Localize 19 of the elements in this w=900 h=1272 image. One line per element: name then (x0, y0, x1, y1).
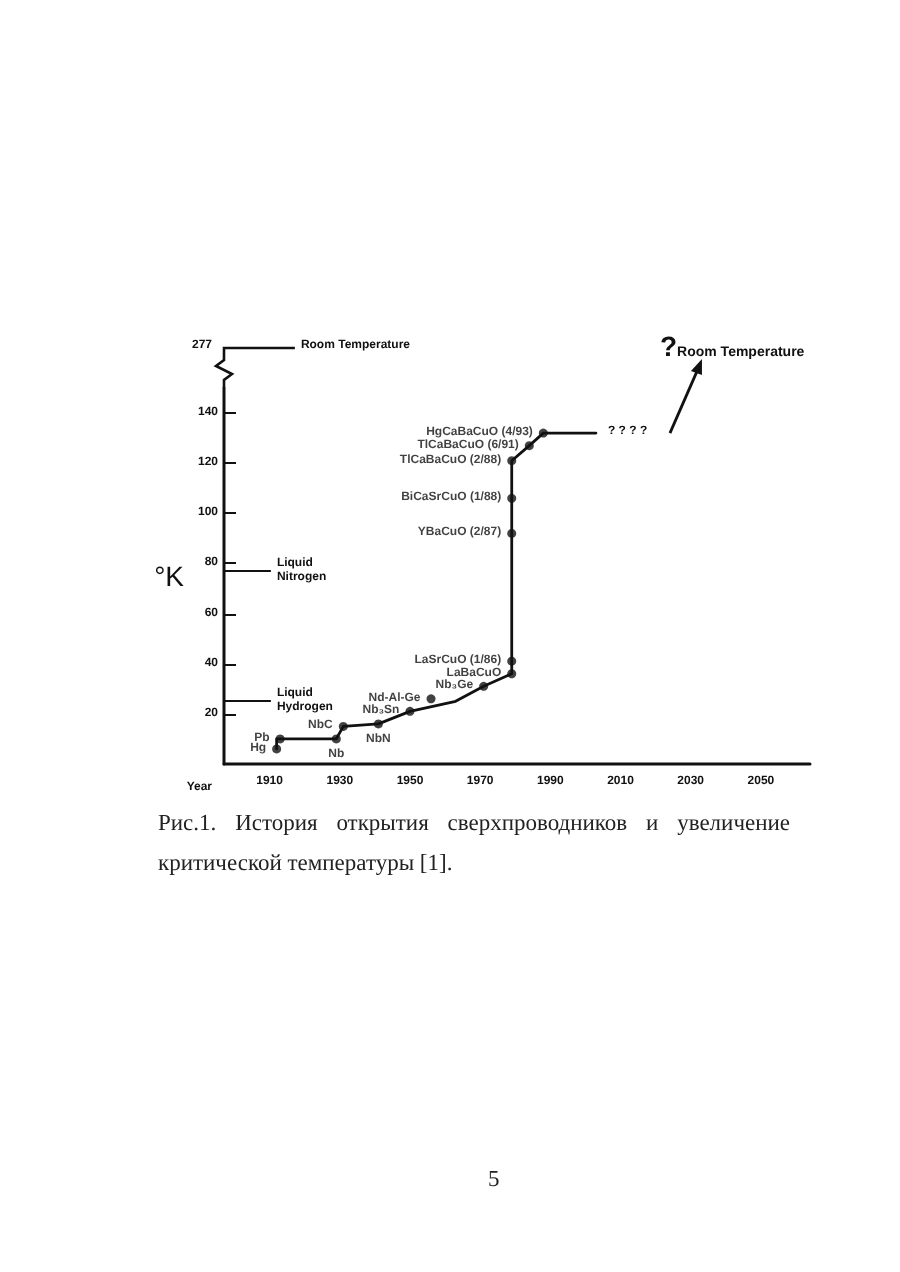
text: 5 (488, 1166, 500, 1196)
y-axis-title: °K (154, 560, 186, 592)
point (538, 428, 548, 438)
point (507, 656, 517, 666)
point (331, 734, 341, 744)
point (338, 721, 348, 731)
point (507, 528, 517, 538)
point (524, 441, 534, 451)
point (405, 706, 415, 716)
point (373, 719, 383, 729)
text: ? (659, 329, 678, 362)
point (479, 681, 489, 691)
point (272, 744, 282, 754)
point (275, 734, 285, 744)
point (426, 694, 436, 704)
point (507, 669, 517, 679)
point (507, 493, 517, 503)
text: Рис.1. История открытия сверхпроводников и увеличение критической температуры [1]. (158, 810, 790, 880)
point (507, 456, 517, 466)
